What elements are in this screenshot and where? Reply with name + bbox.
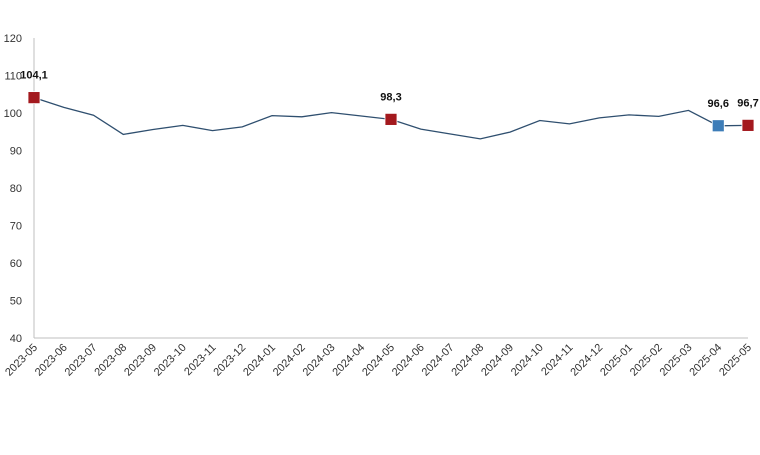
data-label: 98,3	[380, 91, 401, 103]
data-point-marker	[27, 91, 41, 105]
data-point-marker	[384, 112, 398, 126]
y-tick-label: 110	[4, 71, 22, 83]
x-axis: 2023-052023-062023-072023-082023-092023-…	[3, 337, 754, 379]
y-tick-label: 120	[4, 33, 22, 45]
x-tick-label: 2024-10	[509, 342, 546, 379]
data-label: 96,6	[708, 98, 729, 110]
markers-group	[27, 91, 755, 133]
y-axis: 40 50 60 70 80 90 100 110 120	[4, 33, 35, 345]
y-tick-label: 100	[4, 108, 22, 120]
x-tick-label: 2025-05	[717, 342, 754, 379]
y-tick-label: 70	[10, 221, 22, 233]
data-point-marker	[741, 118, 755, 132]
y-tick-label: 60	[10, 258, 22, 270]
y-tick-label: 90	[10, 146, 22, 158]
data-labels-group: 104,1 98,3 96,6 96,7	[20, 70, 758, 110]
x-tick-label: 2023-10	[152, 342, 189, 379]
data-label: 96,7	[737, 97, 758, 109]
y-tick-label: 80	[10, 183, 22, 195]
y-tick-label: 50	[10, 296, 22, 308]
y-tick-label: 40	[10, 333, 22, 345]
data-label: 104,1	[20, 70, 48, 82]
data-point-marker	[711, 119, 725, 133]
